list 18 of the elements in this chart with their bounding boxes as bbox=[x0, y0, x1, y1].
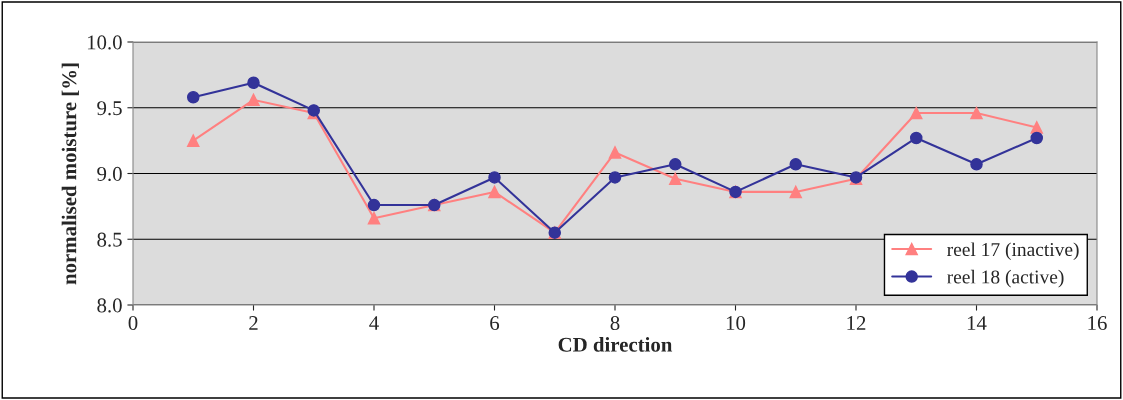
x-tick-label: 8 bbox=[610, 316, 620, 331]
y-axis-title: normalised moisture [%] bbox=[61, 63, 79, 285]
x-tick-label: 4 bbox=[369, 316, 379, 330]
x-tick-label: 10 bbox=[726, 316, 746, 331]
x-tick-label: 2 bbox=[249, 316, 258, 330]
y-tick-label: 9.0 bbox=[97, 166, 122, 182]
x-axis-title: CD direction bbox=[558, 337, 673, 352]
y-tick-label: 9.5 bbox=[97, 101, 122, 116]
legend-label: reel 18 (active) bbox=[947, 269, 1064, 288]
y-tick-label: 8.0 bbox=[97, 298, 122, 313]
x-tick-label: 14 bbox=[967, 316, 987, 330]
x-tick-label: 6 bbox=[490, 316, 500, 331]
legend-label: reel 17 (inactive) bbox=[947, 242, 1079, 261]
x-tick-label: 0 bbox=[128, 316, 138, 331]
x-tick-label: 12 bbox=[847, 316, 866, 330]
y-tick-label: 10.0 bbox=[87, 35, 122, 50]
y-tick-label: 8.5 bbox=[97, 232, 122, 247]
x-tick-label: 16 bbox=[1088, 316, 1107, 331]
